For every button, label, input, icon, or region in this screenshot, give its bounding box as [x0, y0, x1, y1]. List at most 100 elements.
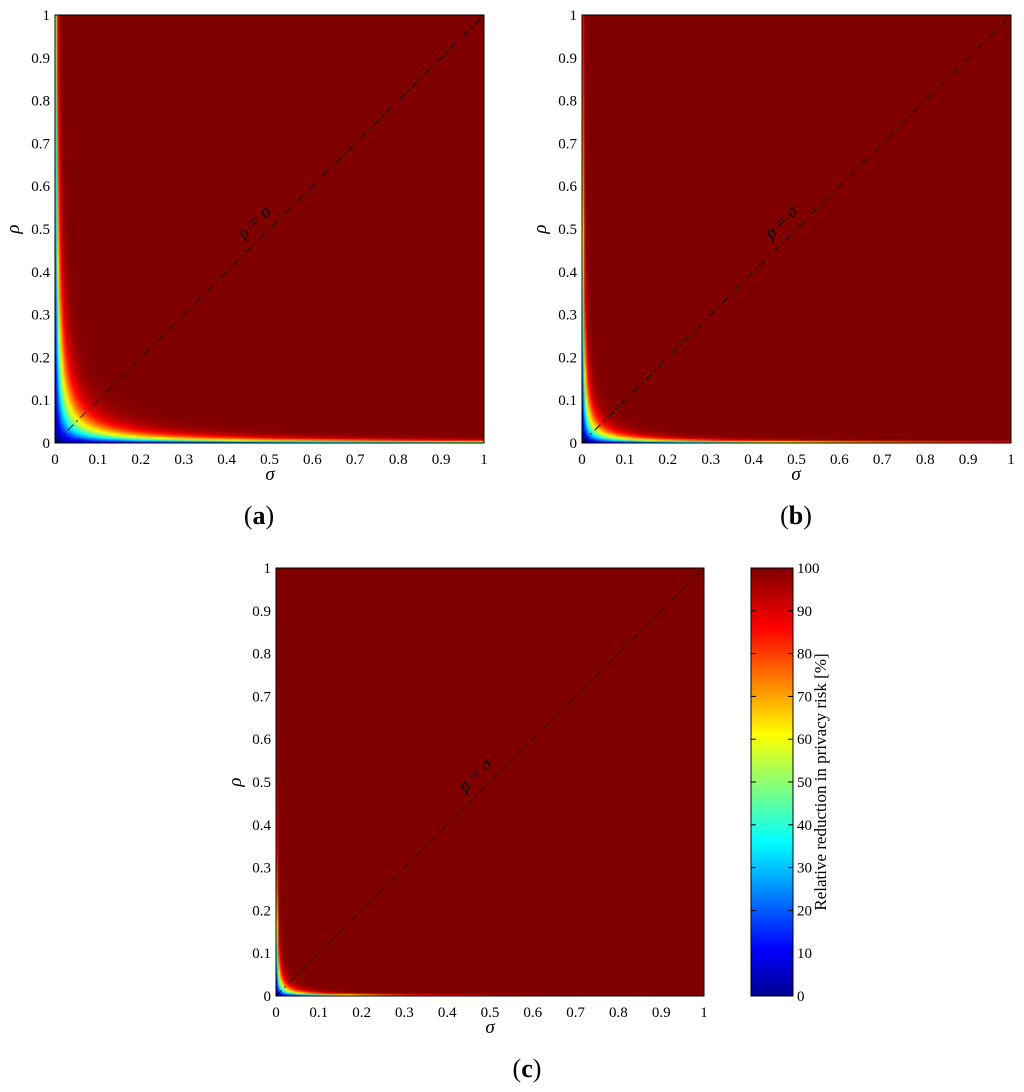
x-tick-label: 0 — [51, 452, 59, 468]
diagonal-line-a — [54, 14, 485, 444]
colorbar-tick-label: 20 — [797, 903, 812, 919]
x-tick-label: 0.8 — [389, 452, 408, 468]
y-tick-label: 0.9 — [558, 51, 577, 67]
x-tick-label: 0 — [272, 1005, 280, 1021]
y-tick-label: 0.4 — [31, 265, 50, 281]
x-tick-label: 0.6 — [303, 452, 322, 468]
heatmap-panel-a: ρ = σ 0 0.1 0.2 0.3 0.4 0.5 0.6 0.7 0.8 0.9 1 00.1… — [3, 8, 488, 530]
x-tick-label: 0.3 — [395, 1005, 414, 1021]
colorbar-tick-label: 50 — [797, 775, 812, 791]
y-tick-label: 0 — [264, 989, 272, 1005]
y-tick-label: 0.8 — [558, 94, 577, 110]
colorbar-tick-label: 90 — [797, 604, 812, 620]
y-tick-label: 0.3 — [252, 861, 271, 877]
x-tick-label: 0.4 — [217, 452, 236, 468]
x-tick-labels-b: 0 0.1 0.2 0.3 0.4 0.5 0.6 0.7 0.8 0.9 1 — [578, 452, 1015, 468]
y-tick-label: 0.9 — [31, 51, 50, 67]
y-tick-labels-a: 0 0.1 0.2 0.3 0.4 0.5 0.6 0.7 0.8 0.9 1 — [31, 8, 50, 452]
x-tick-label: 0.3 — [174, 452, 193, 468]
x-tick-label: 0.9 — [959, 452, 978, 468]
colorbar: 0 10 20 30 40 50 60 70 80 90 100 Relative reductio… — [750, 561, 830, 1005]
x-tick-label: 0.4 — [438, 1005, 457, 1021]
y-axis-label-c: ρ — [225, 777, 246, 787]
y-tick-label: 0.1 — [31, 393, 50, 409]
y-tick-label: 0.4 — [252, 818, 271, 834]
y-tick-label: 0.2 — [31, 350, 50, 366]
plot-frame-a — [54, 14, 485, 444]
y-tick-label: 0.7 — [558, 136, 577, 152]
x-tick-label: 0.7 — [873, 452, 892, 468]
y-tick-label: 0.3 — [558, 308, 577, 324]
x-tick-label: 1 — [700, 1005, 708, 1021]
plot-frame-b — [581, 14, 1012, 444]
diagonal-line-c — [275, 567, 705, 997]
colorbar-tick-label: 100 — [797, 561, 820, 577]
y-tick-label: 0.5 — [558, 222, 577, 238]
y-tick-label: 0.8 — [252, 647, 271, 663]
x-tick-labels-a: 0 0.1 0.2 0.3 0.4 0.5 0.6 0.7 0.8 0.9 1 — [51, 452, 488, 468]
x-tick-label: 0.9 — [432, 452, 451, 468]
y-tick-label: 1 — [570, 8, 578, 24]
x-tick-label: 0.1 — [616, 452, 635, 468]
y-tick-label: 0.2 — [558, 350, 577, 366]
y-tick-label: 0.9 — [252, 604, 271, 620]
x-tick-label: 0.5 — [260, 452, 279, 468]
heatmap-panel-c: ρ = σ 0 0.1 0.2 0.3 0.4 0.5 0.6 0.7 0.8 0.9 1 00.1… — [225, 561, 708, 1083]
y-tick-label: 0.6 — [31, 179, 50, 195]
colorbar-tick-label: 70 — [797, 689, 812, 705]
heatmap-panel-b: ρ = σ 0 0.1 0.2 0.3 0.4 0.5 0.6 0.7 0.8 0.9 1 00.1… — [530, 8, 1015, 530]
colorbar-tick-label: 30 — [797, 861, 812, 877]
x-tick-label: 0.2 — [658, 452, 677, 468]
y-tick-label: 0.6 — [252, 732, 271, 748]
y-tick-label: 0.1 — [558, 393, 577, 409]
x-tick-label: 0.6 — [523, 1005, 542, 1021]
y-tick-label: 0.2 — [252, 903, 271, 919]
x-tick-labels-c: 0 0.1 0.2 0.3 0.4 0.5 0.6 0.7 0.8 0.9 1 — [272, 1005, 708, 1021]
panel-label-a: (a) — [244, 501, 274, 530]
colorbar-tick-labels: 0 10 20 30 40 50 60 70 80 90 100 — [751, 561, 820, 1005]
plot-frame-c — [275, 567, 705, 997]
y-tick-label: 0.3 — [31, 308, 50, 324]
x-tick-label: 1 — [480, 452, 488, 468]
colorbar-gradient — [750, 567, 794, 997]
x-tick-label: 1 — [1007, 452, 1015, 468]
y-tick-label: 0.1 — [252, 946, 271, 962]
x-tick-label: 0.3 — [701, 452, 720, 468]
x-tick-label: 0.8 — [916, 452, 935, 468]
diagonal-line-b — [581, 14, 1012, 444]
y-tick-labels-b: 0 0.1 0.2 0.3 0.4 0.5 0.6 0.7 0.8 0.9 1 — [558, 8, 577, 452]
colorbar-tick-label: 80 — [797, 647, 812, 663]
x-tick-label: 0.9 — [652, 1005, 671, 1021]
y-tick-label: 0.5 — [252, 775, 271, 791]
colorbar-tick-label: 10 — [797, 946, 812, 962]
colorbar-tick-label: 60 — [797, 732, 812, 748]
x-tick-label: 0.8 — [609, 1005, 628, 1021]
x-tick-label: 0.5 — [787, 452, 806, 468]
y-tick-label: 1 — [264, 561, 272, 577]
x-axis-label-a: σ — [265, 464, 275, 485]
y-tick-label: 0.7 — [252, 689, 271, 705]
x-axis-label-b: σ — [791, 464, 801, 485]
y-axis-label-b: ρ — [530, 224, 551, 234]
y-tick-label: 0 — [570, 436, 578, 452]
colorbar-label: Relative reduction in privacy risk [%] — [811, 653, 830, 910]
y-tick-label: 0.6 — [558, 179, 577, 195]
y-tick-label: 0.5 — [31, 222, 50, 238]
x-tick-label: 0.2 — [131, 452, 150, 468]
x-tick-label: 0.4 — [744, 452, 763, 468]
x-tick-label: 0.6 — [830, 452, 849, 468]
y-tick-labels-c: 0 0.1 0.2 0.3 0.4 0.5 0.6 0.7 0.8 0.9 1 — [252, 561, 271, 1005]
y-tick-label: 0 — [43, 436, 51, 452]
x-tick-label: 0.2 — [352, 1005, 371, 1021]
panel-label-b: (b) — [780, 501, 812, 530]
x-tick-label: 0 — [578, 452, 586, 468]
x-tick-label: 0.1 — [89, 452, 108, 468]
y-tick-label: 0.7 — [31, 136, 50, 152]
x-tick-label: 0.7 — [346, 452, 365, 468]
y-tick-label: 0.4 — [558, 265, 577, 281]
x-tick-label: 0.5 — [481, 1005, 500, 1021]
y-axis-label-a: ρ — [3, 224, 24, 234]
x-tick-label: 0.7 — [566, 1005, 585, 1021]
colorbar-tick-label: 0 — [797, 989, 805, 1005]
